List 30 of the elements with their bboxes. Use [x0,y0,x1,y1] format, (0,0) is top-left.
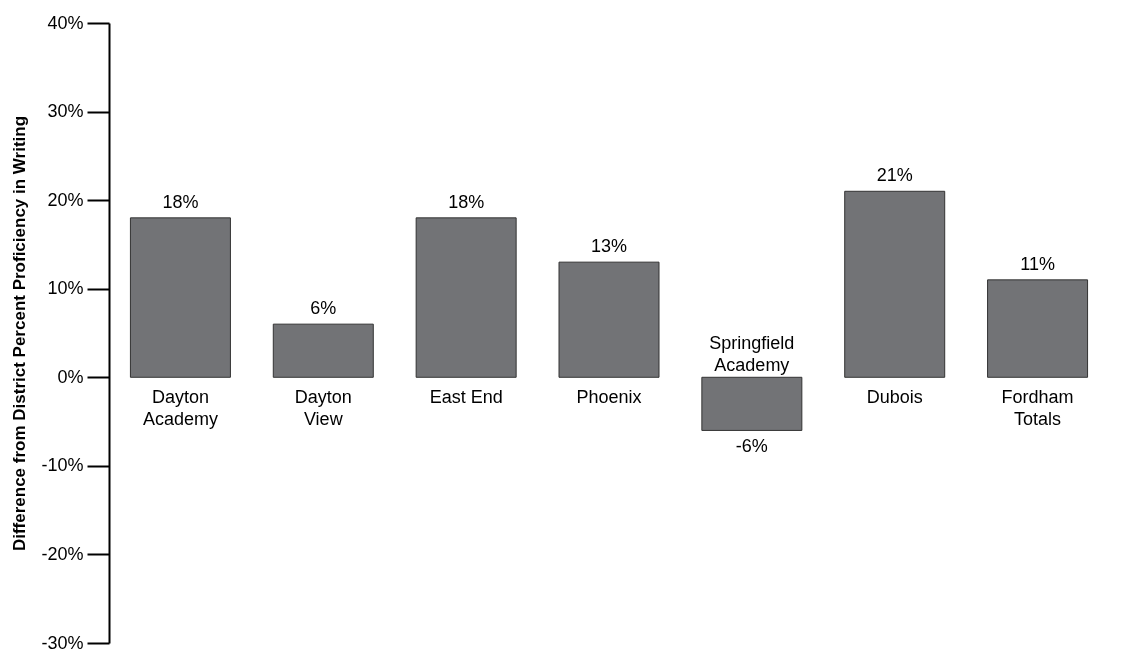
bar [701,376,803,431]
x-tick-label: Fordham Totals [1001,387,1074,430]
bar [415,217,517,378]
data-label: 21% [876,165,913,186]
bar [987,279,1089,378]
y-tick-label: 10% [47,278,84,299]
y-tick-label: 30% [47,101,84,122]
data-label: 6% [310,298,337,319]
y-axis-title: Difference from District Percent Proficiency in Writing [10,115,30,552]
y-tick-label: 40% [47,12,84,33]
x-tick-label: Phoenix [576,387,642,408]
x-tick-label: Dubois [866,387,923,408]
y-tick-label: -20% [41,543,84,564]
bar [558,261,660,378]
y-tick-label: 0% [57,366,84,387]
bar [844,190,946,378]
data-label: 18% [162,191,199,212]
y-tick-label: -30% [41,632,84,653]
data-label: 11% [1020,253,1055,274]
data-label: 18% [448,191,485,212]
bar [272,323,374,378]
data-label: 13% [590,236,628,257]
x-tick-label: East End [429,387,503,408]
data-label: -6% [735,436,768,457]
x-tick-label: Dayton View [294,387,352,430]
y-tick-label: 20% [47,189,84,210]
x-tick-label: Dayton Academy [142,387,218,430]
x-tick-label: Springfield Academy [709,333,795,376]
y-tick-label: -10% [41,455,84,476]
bar [129,217,231,378]
